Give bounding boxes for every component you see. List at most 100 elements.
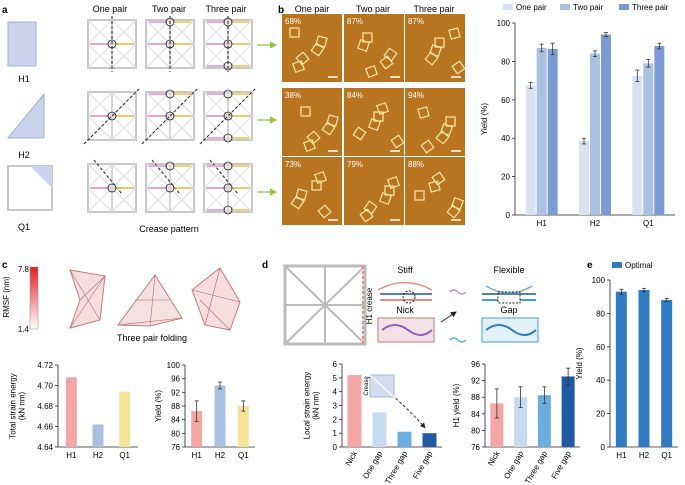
x-tick-label: H2 (639, 451, 650, 460)
x-tick-label: Nick (344, 449, 360, 468)
rotation-arrow-icon (165, 39, 175, 49)
bar-h2-s2 (590, 53, 600, 215)
x-tick-label: H1 (537, 219, 548, 228)
gap-site-box (497, 291, 521, 304)
origami-particle (390, 134, 405, 149)
afm-image-r3c3: 88% (405, 157, 465, 225)
bar-q1-s3 (654, 46, 665, 215)
y-tick-label: 2 (333, 415, 338, 424)
yield-percent-label: 88% (408, 160, 424, 169)
bar-q1 (119, 391, 131, 447)
y-axis-label: Yield (%) (480, 103, 489, 135)
gap-label: Gap (500, 305, 517, 315)
nick-arc (377, 281, 433, 291)
md-structures (69, 267, 241, 331)
panel-b-header-three: Three pair (413, 4, 454, 14)
origami-particle (306, 130, 321, 145)
crease-grid-h2-2-diag-b0 (145, 91, 171, 117)
yield-percent-label: 94% (408, 91, 424, 100)
y-tick-label: 84 (471, 410, 480, 419)
crease-grid-q1-3-diag-b2 (203, 187, 229, 213)
yield-percent-label: 79% (347, 160, 363, 169)
md-structure-h2-struts (117, 274, 183, 327)
nick-site-circle (402, 290, 416, 304)
crease-grid-h1-3 (203, 16, 253, 72)
afm-image-r1c1: 68% (282, 14, 342, 82)
panel-c-label: c (2, 260, 8, 271)
yield-percent-label: 84% (347, 91, 363, 100)
crease-grid-h1-3-diag-b0 (203, 19, 229, 45)
crease-grid-h2-2-diag-b3 (169, 115, 195, 141)
crease-grid-h2-3 (199, 87, 257, 145)
rotation-arrow-icon (223, 61, 233, 71)
bar-h2 (92, 424, 104, 447)
bar-five-gap (561, 376, 575, 447)
md-structure-h2 (117, 274, 183, 327)
rmsf-label: RMSF (nm) (2, 276, 11, 318)
crease-grid-q1-3 (203, 159, 253, 215)
panel-d-label: d (262, 260, 268, 271)
rotation-arrow-icon (223, 183, 233, 193)
yield-percent-label: 87% (408, 17, 424, 26)
crease-inset-label: Crease (364, 376, 370, 396)
origami-particle (363, 200, 378, 215)
legend-swatch (619, 4, 629, 10)
origami-particle (451, 60, 466, 75)
afm-image-r1c2: 87% (344, 14, 404, 82)
panel-b-label: b (278, 5, 284, 16)
crease-grid-q1-3-diag-b3 (227, 187, 253, 213)
afm-image-r2c1: 38% (282, 88, 342, 156)
crease-grid-h1-1-diag-b3 (111, 43, 137, 69)
afm-image-r3c1: 73% (282, 157, 342, 225)
origami-particle (295, 188, 308, 201)
yield-percent-label: 68% (285, 17, 301, 26)
h1-crease-schematic: H1 crease (283, 264, 374, 346)
y-tick-label: 4.72 (37, 361, 53, 370)
x-tick-label: One gap (502, 449, 525, 481)
afm-image-r3c2: 79% (344, 157, 404, 225)
origami-particle (295, 51, 310, 66)
crease-grid-h1-2-diag-b2 (145, 43, 171, 69)
origami-particle (414, 190, 425, 201)
crease-grid-h1-3-diag-b2 (203, 43, 229, 69)
crease-grid-q1-2 (145, 159, 195, 213)
y-tick-label: 3 (333, 402, 338, 411)
nick-helix (377, 281, 435, 343)
bar-nick (347, 375, 362, 447)
panel-a-row-q1: Q1 (18, 222, 30, 232)
x-tick-label: Five gap (411, 449, 434, 481)
afm-image-r2c3: 94% (405, 88, 465, 156)
flexible-label: Flexible (493, 265, 524, 275)
crease-grid-h1-2 (145, 16, 195, 72)
rotation-arrow-icon (165, 89, 175, 99)
origami-particle (317, 204, 332, 219)
origami-particle (448, 27, 461, 40)
x-tick-label: Q1 (119, 451, 130, 460)
y-tick-label: 1 (333, 429, 338, 438)
y-tick-label: 20 (596, 410, 605, 419)
panel-a-header-three: Three pair (205, 4, 246, 14)
y-tick-label: 80 (471, 426, 480, 435)
crease-pattern-grid (6, 16, 257, 215)
afm-background (282, 157, 342, 225)
yield-percent-label: 73% (285, 160, 301, 169)
panel-e-label: e (587, 260, 593, 271)
x-tick-label: Three gap (523, 449, 549, 485)
thumb-h1 (7, 21, 37, 67)
legend-label: Three pair (632, 3, 669, 12)
panel-b-header-two: Two pair (356, 4, 390, 14)
origami-particle (315, 35, 328, 48)
y-tick-label: 5 (333, 374, 338, 383)
origami-particle (417, 106, 430, 119)
origami-particle (367, 117, 382, 132)
crease-grid-h1-3-diag-b1 (227, 19, 253, 45)
bar-five-gap (422, 433, 437, 447)
wave-cyan-icon (449, 337, 467, 343)
origami-particle (326, 114, 339, 127)
y-tick-label: 4.70 (37, 382, 53, 391)
bar-h1 (191, 411, 203, 447)
crease-grid-h1-3-diag-b3 (227, 43, 253, 69)
x-tick-label: Five gap (550, 449, 573, 481)
rotation-arrow-icon (165, 17, 175, 27)
nick-md-inset (377, 317, 435, 343)
